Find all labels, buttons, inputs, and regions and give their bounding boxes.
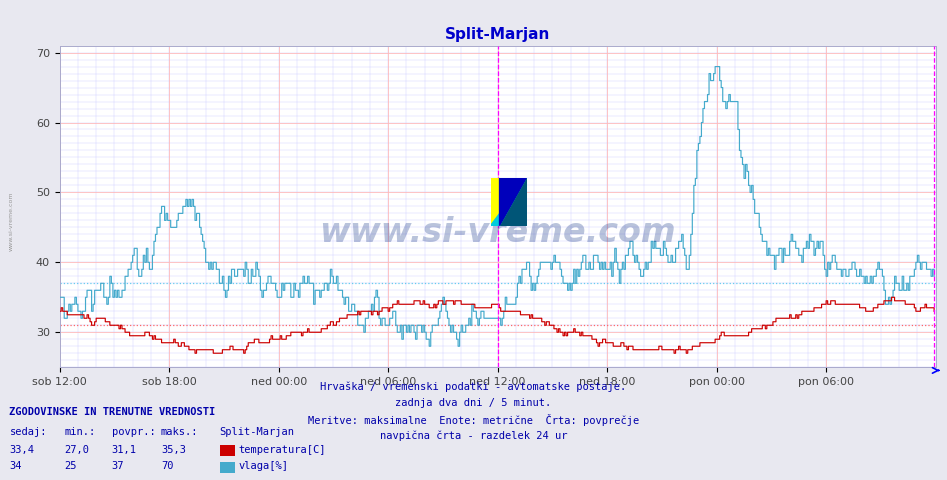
Polygon shape: [500, 178, 527, 226]
Text: 34: 34: [9, 461, 22, 471]
Polygon shape: [500, 178, 527, 226]
Text: www.si-vreme.com: www.si-vreme.com: [319, 216, 676, 249]
Text: 35,3: 35,3: [161, 444, 186, 455]
Text: 33,4: 33,4: [9, 444, 34, 455]
Text: 37: 37: [112, 461, 124, 471]
Text: Split-Marjan: Split-Marjan: [220, 427, 295, 437]
Title: Split-Marjan: Split-Marjan: [445, 27, 550, 42]
Text: sedaj:: sedaj:: [9, 427, 47, 437]
Text: maks.:: maks.:: [161, 427, 199, 437]
Text: Meritve: maksimalne  Enote: metrične  Črta: povprečje: Meritve: maksimalne Enote: metrične Črta…: [308, 414, 639, 426]
Text: 70: 70: [161, 461, 173, 471]
Text: 25: 25: [64, 461, 77, 471]
Text: temperatura[C]: temperatura[C]: [239, 444, 326, 455]
Text: ZGODOVINSKE IN TRENUTNE VREDNOSTI: ZGODOVINSKE IN TRENUTNE VREDNOSTI: [9, 407, 216, 417]
Text: navpična črta - razdelek 24 ur: navpična črta - razdelek 24 ur: [380, 431, 567, 441]
Text: 31,1: 31,1: [112, 444, 136, 455]
Text: Hrvaška / vremenski podatki - avtomatske postaje.: Hrvaška / vremenski podatki - avtomatske…: [320, 382, 627, 392]
Text: 27,0: 27,0: [64, 444, 89, 455]
Polygon shape: [491, 178, 527, 226]
Text: www.si-vreme.com: www.si-vreme.com: [9, 191, 14, 251]
Text: vlaga[%]: vlaga[%]: [239, 461, 289, 471]
Text: povpr.:: povpr.:: [112, 427, 155, 437]
Polygon shape: [491, 178, 527, 226]
Text: min.:: min.:: [64, 427, 96, 437]
Text: zadnja dva dni / 5 minut.: zadnja dva dni / 5 minut.: [396, 398, 551, 408]
